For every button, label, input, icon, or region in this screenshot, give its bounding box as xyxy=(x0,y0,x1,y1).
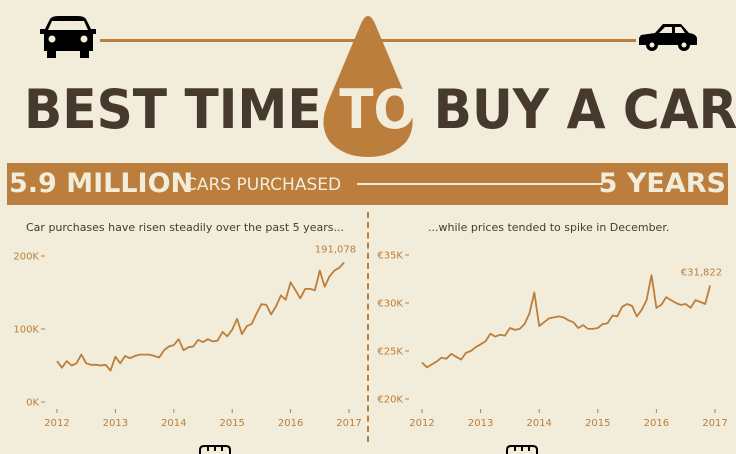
bottom-icon-left xyxy=(199,445,231,454)
x-tick-label: 2016 xyxy=(278,418,303,429)
y-tick-label: €20K xyxy=(377,395,403,406)
x-tick-label: 2014 xyxy=(161,418,186,429)
series-line xyxy=(56,261,345,372)
title-part2: BUY A CAR xyxy=(433,78,736,141)
banner-rule xyxy=(357,183,603,185)
title-highlight: TO xyxy=(339,78,417,141)
stat-label: CARS PURCHASED xyxy=(185,175,342,195)
drop-shape xyxy=(323,16,413,157)
period-label: 5 YEARS xyxy=(598,168,726,199)
x-tick-label: 2015 xyxy=(219,418,244,429)
x-tick-label: 2012 xyxy=(409,418,434,429)
x-tick-label: 2015 xyxy=(585,418,610,429)
y-tick-label: €35K xyxy=(377,251,403,262)
summary-banner: 5.9 MILLION CARS PURCHASED 5 YEARS xyxy=(7,163,728,205)
x-tick-label: 2012 xyxy=(44,418,69,429)
car-side-icon xyxy=(639,24,697,51)
end-value-label: 191,078 xyxy=(315,245,356,256)
end-value-label: €31,822 xyxy=(681,268,722,279)
page-title: BEST TIME TO BUY A CAR xyxy=(24,78,736,142)
x-tick-label: 2017 xyxy=(336,418,361,429)
chart-1-title: Car purchases have risen steadily over t… xyxy=(26,221,344,234)
title-part1: BEST TIME xyxy=(24,78,322,141)
x-tick-label: 2016 xyxy=(644,418,669,429)
x-tick-label: 2013 xyxy=(103,418,128,429)
x-tick-label: 2017 xyxy=(702,418,727,429)
y-tick-label: 100K xyxy=(13,325,39,336)
y-tick-label: €25K xyxy=(377,347,403,358)
chart-divider xyxy=(367,212,369,442)
bottom-icon-right xyxy=(506,445,538,454)
series-line xyxy=(421,274,711,369)
car-front-icon xyxy=(40,16,96,58)
chart-2-title: ...while prices tended to spike in Decem… xyxy=(428,221,670,234)
x-tick-label: 2014 xyxy=(526,418,551,429)
y-tick-label: 0K xyxy=(26,398,39,409)
y-tick-label: €30K xyxy=(377,299,403,310)
stat-value: 5.9 MILLION xyxy=(9,168,194,199)
x-tick-label: 2013 xyxy=(468,418,493,429)
y-tick-label: 200K xyxy=(13,252,39,263)
